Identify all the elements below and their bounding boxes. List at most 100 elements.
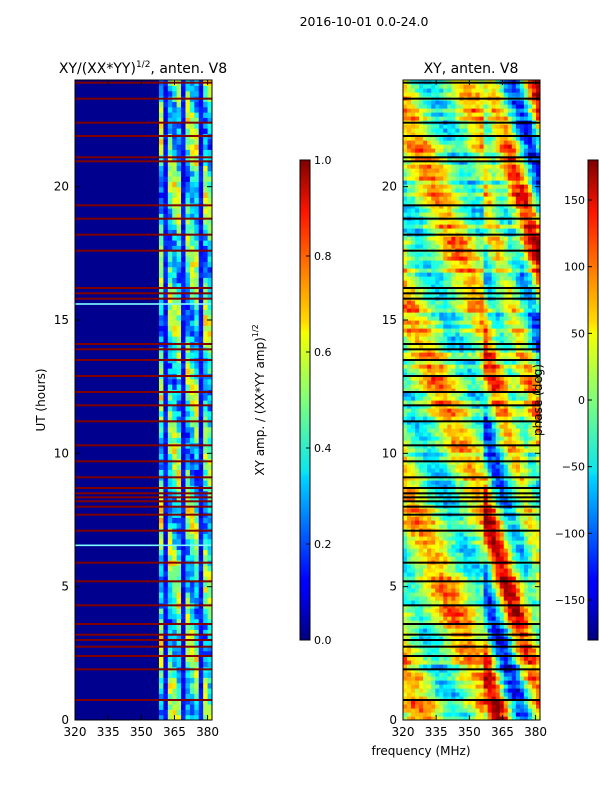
phase-heatmap-cell — [407, 532, 412, 537]
amp-heatmap-cell — [185, 421, 191, 428]
phase-heatmap-cell — [515, 612, 521, 617]
phase-heatmap-cell — [519, 536, 525, 541]
phase-heatmap-cell — [467, 596, 473, 601]
phase-heatmap-cell — [439, 396, 444, 401]
amp-heatmap-cell — [185, 565, 191, 572]
amp-heatmap-cell — [163, 304, 169, 310]
amp-heatmap-cell — [181, 693, 187, 700]
phase-heatmap-cell — [431, 464, 436, 469]
phase-heatmap-cell — [511, 484, 517, 489]
amp-heatmap-cell — [185, 682, 191, 689]
phase-heatmap-cell — [427, 536, 432, 541]
phase-heatmap-cell — [495, 592, 501, 597]
phase-heatmap-cell — [495, 412, 501, 417]
amp-heatmap-cell — [158, 544, 164, 550]
amp-heatmap-cell — [207, 85, 212, 92]
amp-heatmap-cell — [194, 256, 200, 262]
amp-ytick-label: 5 — [61, 580, 69, 594]
phase-heatmap-cell — [407, 440, 412, 445]
phase-heatmap-cell — [431, 532, 436, 537]
phase-heatmap-cell — [455, 568, 461, 573]
phase-heatmap-cell — [411, 612, 416, 617]
phase-heatmap-cell — [483, 532, 489, 537]
amp-heatmap-cell — [172, 288, 178, 294]
phase-heatmap-cell — [455, 484, 461, 489]
phase-heatmap-cell — [419, 336, 424, 341]
phase-heatmap-cell — [407, 568, 412, 573]
phase-heatmap-cell — [419, 700, 424, 705]
phase-heatmap-cell — [439, 684, 444, 689]
phase-heatmap-cell — [507, 564, 513, 569]
phase-heatmap-cell — [487, 408, 493, 413]
phase-heatmap-cell — [507, 552, 513, 557]
phase-heatmap-cell — [487, 656, 493, 661]
amp-flag-line — [75, 529, 212, 532]
phase-heatmap-cell — [447, 452, 452, 457]
phase-heatmap-cell — [443, 400, 448, 405]
phase-heatmap-cell — [423, 320, 428, 325]
phase-heatmap-cell — [431, 424, 436, 429]
phase-heatmap-cell — [447, 324, 452, 329]
phase-heatmap-cell — [455, 520, 461, 525]
phase-heatmap-cell — [419, 452, 424, 457]
phase-heatmap-cell — [443, 532, 448, 537]
phase-heatmap-cell — [475, 392, 481, 397]
phase-heatmap-cell — [491, 700, 497, 705]
phase-heatmap-cell — [439, 368, 444, 373]
amp-heatmap-cell — [189, 688, 195, 694]
phase-heatmap-cell — [483, 688, 489, 693]
phase-heatmap-cell — [527, 320, 533, 325]
amp-heatmap-cell — [172, 554, 178, 561]
phase-heatmap-cell — [423, 712, 428, 717]
amp-heatmap-cell — [158, 682, 164, 689]
amp-heatmap-cell — [163, 266, 169, 273]
amp-flag-line — [75, 359, 212, 361]
phase-heatmap-cell — [411, 700, 416, 705]
amp-heatmap-cell — [189, 144, 195, 150]
phase-heatmap-cell — [471, 456, 477, 461]
phase-heatmap-cell — [447, 380, 452, 385]
phase-heatmap-cell — [423, 588, 428, 593]
amp-heatmap-cell — [181, 117, 187, 124]
amp-heatmap-cell — [167, 640, 173, 646]
amp-heatmap-cell — [181, 682, 187, 689]
phase-heatmap-cell — [527, 360, 533, 365]
phase-heatmap-cell — [459, 612, 465, 617]
amp-heatmap-cell — [203, 165, 209, 172]
phase-heatmap-cell — [507, 436, 513, 441]
phase-heatmap-cell — [455, 352, 461, 357]
phase-heatmap-cell — [487, 600, 493, 605]
phase-heatmap-cell — [459, 320, 465, 325]
phase-heatmap-cell — [475, 624, 481, 629]
phase-heatmap-cell — [431, 344, 436, 349]
phase-heatmap-cell — [519, 336, 525, 341]
phase-heatmap-cell — [511, 388, 517, 393]
phase-heatmap-cell — [503, 432, 509, 437]
phase-heatmap-cell — [499, 456, 505, 461]
phase-heatmap-cell — [495, 424, 501, 429]
amp-heatmap-cell — [194, 640, 200, 646]
amp-heatmap-cell — [189, 128, 195, 134]
phase-heatmap-cell — [515, 680, 521, 685]
phase-heatmap-cell — [483, 456, 489, 461]
phase-heatmap-cell — [415, 584, 420, 589]
phase-heatmap-cell — [523, 536, 529, 541]
amp-heatmap-cell — [198, 416, 204, 422]
phase-heatmap-cell — [459, 324, 465, 329]
amp-heatmap-cell — [167, 581, 173, 588]
phase-heatmap-cell — [511, 552, 517, 557]
phase-heatmap-cell — [403, 656, 408, 661]
amp-heatmap-cell — [158, 181, 164, 188]
phase-heatmap-cell — [435, 352, 440, 357]
phase-heatmap-cell — [527, 364, 533, 369]
phase-heatmap-cell — [515, 412, 521, 417]
phase-heatmap-cell — [503, 624, 509, 629]
phase-heatmap-cell — [427, 452, 432, 457]
phase-heatmap-cell — [431, 552, 436, 557]
amp-heatmap-cell — [185, 378, 191, 385]
amp-heatmap-cell — [158, 645, 164, 652]
phase-heatmap-cell — [431, 624, 436, 629]
phase-heatmap-cell — [447, 336, 452, 341]
phase-heatmap-cell — [507, 664, 513, 669]
amp-heatmap-cell — [203, 698, 209, 705]
